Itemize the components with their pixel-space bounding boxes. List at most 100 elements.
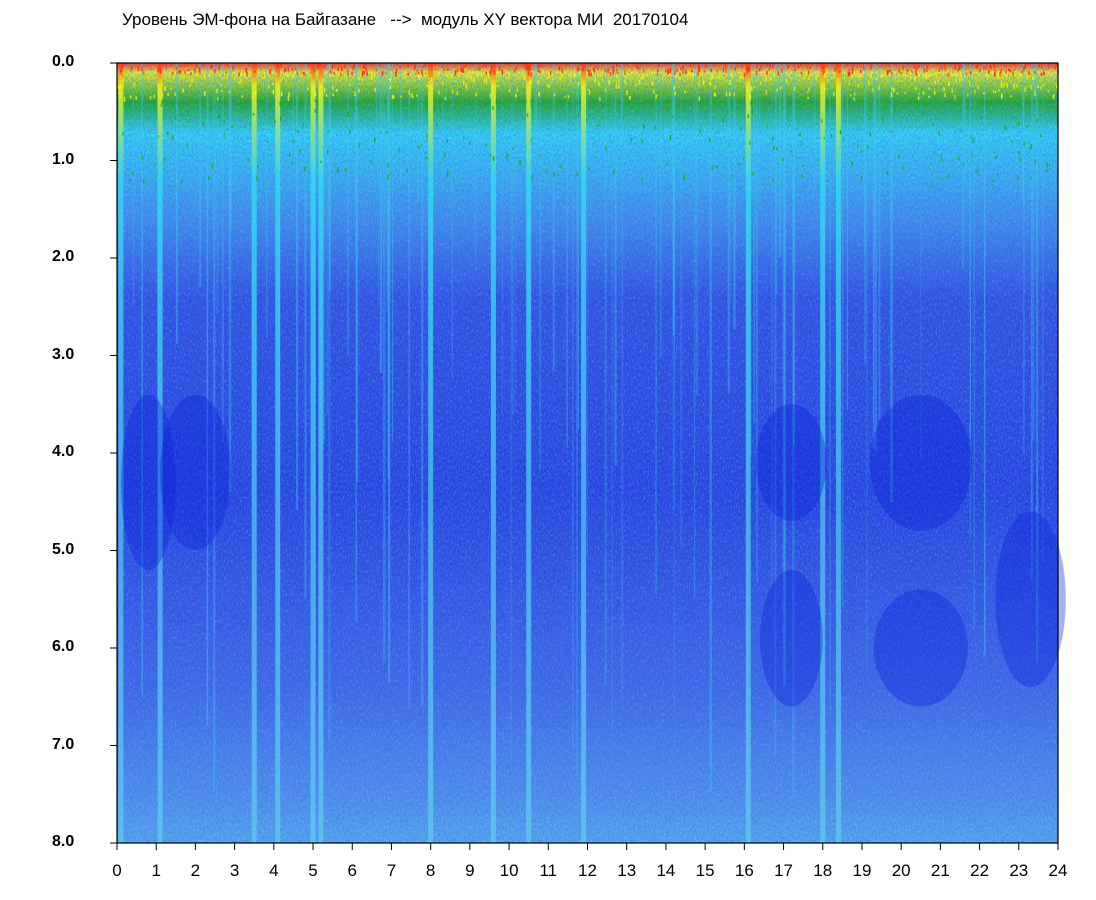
heatmap-speckle (851, 68, 854, 74)
heatmap-streak (1035, 63, 1037, 144)
heatmap-speckle (657, 68, 659, 72)
heatmap-speckle (831, 97, 833, 100)
heatmap-speckle (428, 92, 430, 97)
heatmap-speckle (669, 73, 671, 77)
heatmap-streak (694, 63, 696, 599)
heatmap-speckle (739, 75, 742, 80)
heatmap-speckle (547, 84, 549, 87)
heatmap-speckle (1020, 73, 1022, 76)
heatmap-streak (228, 63, 232, 493)
heatmap-streak (511, 63, 514, 415)
heatmap-speckle (143, 179, 145, 184)
heatmap-speckle (1056, 118, 1058, 121)
heatmap-speckle (450, 74, 453, 77)
heatmap-speckle (933, 91, 936, 95)
heatmap-speckle (984, 101, 987, 106)
heatmap-speckle (972, 138, 975, 144)
heatmap-speckle (822, 64, 825, 67)
heatmap-speckle (548, 73, 550, 78)
heatmap-speckle (329, 70, 332, 75)
heatmap-speckle (375, 68, 377, 72)
heatmap-streak (510, 63, 513, 766)
heatmap-speckle (302, 71, 304, 75)
heatmap-speckle (616, 68, 618, 72)
heatmap-streak (756, 63, 758, 581)
heatmap-speckle (971, 153, 973, 157)
heatmap-speckle (374, 137, 376, 143)
heatmap-speckle (833, 73, 836, 78)
heatmap-speckle (768, 68, 771, 71)
x-tick-label: 4 (269, 861, 279, 880)
heatmap-speckle (689, 73, 692, 77)
heatmap-speckle (418, 75, 420, 80)
heatmap-speckle (464, 64, 467, 68)
heatmap-speckle (587, 88, 590, 92)
heatmap-streak (782, 63, 785, 687)
heatmap-speckle (898, 154, 901, 159)
heatmap-speckle (168, 74, 171, 79)
heatmap-speckle (808, 87, 810, 91)
heatmap-streak (866, 63, 868, 668)
heatmap-speckle (574, 74, 576, 78)
heatmap-speckle (749, 141, 751, 146)
heatmap-streak (878, 63, 881, 420)
heatmap-streak (775, 63, 777, 295)
heatmap-streak (387, 63, 389, 300)
heatmap-speckle (490, 69, 492, 74)
heatmap-speckle (211, 163, 214, 169)
heatmap-streak (388, 63, 391, 683)
heatmap-speckle (543, 99, 545, 102)
heatmap-speckle (781, 98, 783, 104)
heatmap-streak (387, 63, 390, 480)
heatmap-speckle (161, 93, 164, 98)
heatmap-speckle (868, 117, 871, 121)
heatmap-speckle (389, 85, 392, 90)
y-tick-label: 1.0 (52, 150, 75, 168)
heatmap-speckle (1030, 84, 1032, 90)
heatmap-speckle (246, 71, 248, 77)
heatmap-speckle (171, 72, 174, 75)
heatmap-speckle (1030, 144, 1032, 149)
heatmap-streak (132, 63, 135, 306)
heatmap-speckle (370, 160, 373, 164)
heatmap-streak (354, 63, 357, 213)
heatmap-speckle (1023, 66, 1025, 71)
heatmap-speckle (577, 64, 580, 68)
heatmap-speckle (953, 73, 955, 76)
heatmap-speckle (1016, 83, 1018, 88)
heatmap-speckle (441, 98, 444, 103)
heatmap-speckle (900, 72, 903, 75)
heatmap-speckle (117, 84, 119, 89)
heatmap-speckle (291, 161, 293, 165)
heatmap-speckle (487, 74, 490, 79)
heatmap-speckle (915, 70, 917, 76)
heatmap-speckle (526, 112, 529, 118)
heatmap-speckle (257, 164, 259, 168)
heatmap-speckle (337, 67, 339, 72)
heatmap-speckle (210, 107, 212, 111)
heatmap-streak (175, 63, 178, 344)
heatmap-speckle (351, 98, 354, 102)
heatmap-speckle (851, 161, 853, 166)
heatmap-speckle (400, 95, 402, 98)
heatmap-speckle (1047, 89, 1050, 93)
heatmap-streak (614, 63, 617, 466)
heatmap-speckle (446, 138, 449, 144)
heatmap-speckle (175, 66, 178, 71)
heatmap-speckle (807, 91, 809, 94)
heatmap-speckle (982, 100, 984, 106)
heatmap-speckle (161, 99, 163, 104)
heatmap-speckle (729, 80, 731, 86)
heatmap-speckle (766, 63, 769, 67)
heatmap-speckle (447, 68, 449, 71)
heatmap-speckle (698, 82, 700, 87)
heatmap-speckle (889, 100, 892, 104)
heatmap-speckle (287, 67, 290, 71)
heatmap-speckle (909, 76, 912, 79)
heatmap-speckle (508, 88, 511, 93)
heatmap-speckle (766, 124, 769, 128)
heatmap-speckle (354, 93, 356, 97)
heatmap-bright-band (526, 63, 532, 843)
heatmap-speckle (943, 87, 945, 92)
heatmap-speckle (859, 72, 862, 78)
